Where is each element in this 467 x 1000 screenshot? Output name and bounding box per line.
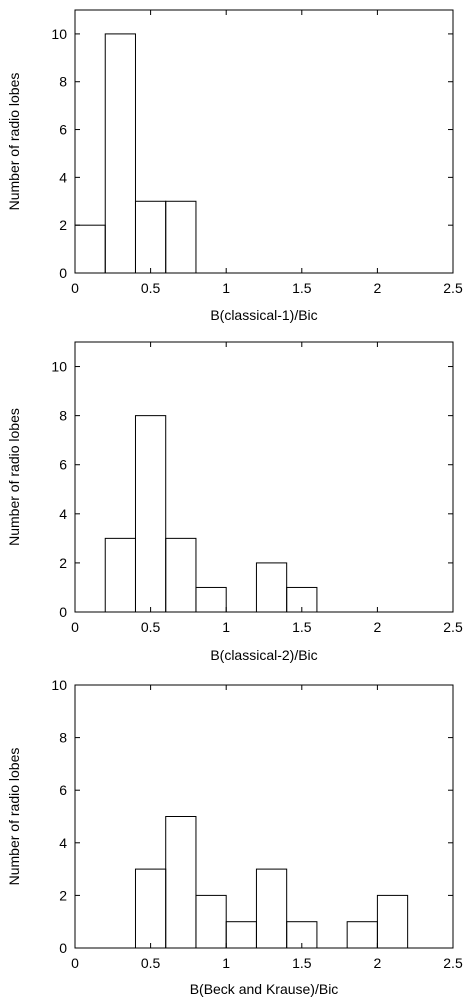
x-tick-label: 0.5 (141, 280, 161, 296)
histogram-panel-classical-2: 0 0.5 1 1.5 2 2.5 0 2 4 6 8 10 B(classical-2)/Bic N… (6, 341, 463, 663)
x-tick-label: 2.5 (443, 955, 463, 971)
x-axis-label: B(classical-2)/Bic (210, 647, 317, 663)
y-tick-label: 2 (59, 555, 67, 571)
x-tick-label: 1.5 (292, 955, 312, 971)
x-tick-label: 1 (222, 955, 230, 971)
histogram-bars (74, 33, 197, 274)
histogram-bar (165, 200, 197, 274)
histogram-bar (195, 586, 227, 613)
axis-ticks: 0 0.5 1 1.5 2 2.5 0 2 4 6 8 10 (51, 677, 463, 971)
histogram-bar (134, 415, 167, 613)
x-tick-label: 1 (222, 619, 230, 635)
y-tick-label: 0 (59, 940, 67, 956)
y-axis-label: Number of radio lobes (6, 748, 22, 886)
axis-ticks: 0 0.5 1 1.5 2 2.5 0 2 4 6 8 10 (51, 342, 463, 635)
x-tick-label: 1.5 (292, 280, 312, 296)
histogram-bars (104, 415, 318, 613)
plot-frame (74, 341, 454, 613)
histogram-bars (134, 816, 409, 949)
histogram-panel-classical-1: 0 0.5 1 1.5 2 2.5 0 2 4 6 8 10 B(classical-1)/Bic N… (6, 9, 463, 323)
plot-frame (74, 9, 454, 274)
x-tick-label: 2.5 (443, 280, 463, 296)
x-tick-label: 2.5 (443, 619, 463, 635)
y-tick-label: 8 (59, 74, 67, 90)
y-tick-label: 4 (59, 169, 67, 185)
x-tick-label: 2 (374, 955, 382, 971)
plot-frame (74, 684, 454, 949)
x-tick-label: 0.5 (141, 955, 161, 971)
histogram-bar (225, 921, 257, 949)
x-tick-label: 1 (222, 280, 230, 296)
x-tick-label: 2 (374, 280, 382, 296)
histogram-bar (134, 200, 167, 274)
y-tick-label: 0 (59, 604, 67, 620)
y-tick-label: 10 (51, 359, 67, 375)
x-tick-label: 1.5 (292, 619, 312, 635)
histogram-bar (165, 537, 197, 613)
y-tick-label: 2 (59, 887, 67, 903)
histogram-bar (376, 894, 409, 949)
y-tick-label: 4 (59, 506, 67, 522)
x-axis-label: B(classical-1)/Bic (210, 307, 317, 323)
y-tick-label: 2 (59, 217, 67, 233)
y-tick-label: 8 (59, 408, 67, 424)
histogram-bar (104, 33, 136, 274)
histogram-bar (255, 562, 288, 613)
histogram-bar (255, 868, 288, 949)
histogram-bar (165, 816, 197, 949)
x-tick-label: 0 (71, 619, 79, 635)
y-tick-label: 0 (59, 265, 67, 281)
x-axis-label: B(Beck and Krause)/Bic (190, 981, 339, 997)
histogram-bar (74, 224, 106, 274)
y-tick-label: 10 (51, 677, 67, 693)
histogram-panel-beck-krause: 0 0.5 1 1.5 2 2.5 0 2 4 6 8 10 B(Beck and Krause)/B… (6, 677, 463, 997)
histogram-bar (104, 537, 136, 613)
x-tick-label: 0 (71, 280, 79, 296)
histogram-bar (346, 921, 378, 949)
y-tick-label: 6 (59, 122, 67, 138)
y-axis-label: Number of radio lobes (6, 73, 22, 211)
y-tick-label: 4 (59, 835, 67, 851)
y-axis-label: Number of radio lobes (6, 408, 22, 546)
histogram-bar (134, 868, 167, 949)
x-tick-label: 0 (71, 955, 79, 971)
y-tick-label: 6 (59, 457, 67, 473)
axis-ticks: 0 0.5 1 1.5 2 2.5 0 2 4 6 8 10 (51, 10, 463, 296)
x-tick-label: 0.5 (141, 619, 161, 635)
y-tick-label: 10 (51, 26, 67, 42)
y-tick-label: 6 (59, 782, 67, 798)
y-tick-label: 8 (59, 730, 67, 746)
histogram-bar (195, 894, 227, 949)
x-tick-label: 2 (374, 619, 382, 635)
